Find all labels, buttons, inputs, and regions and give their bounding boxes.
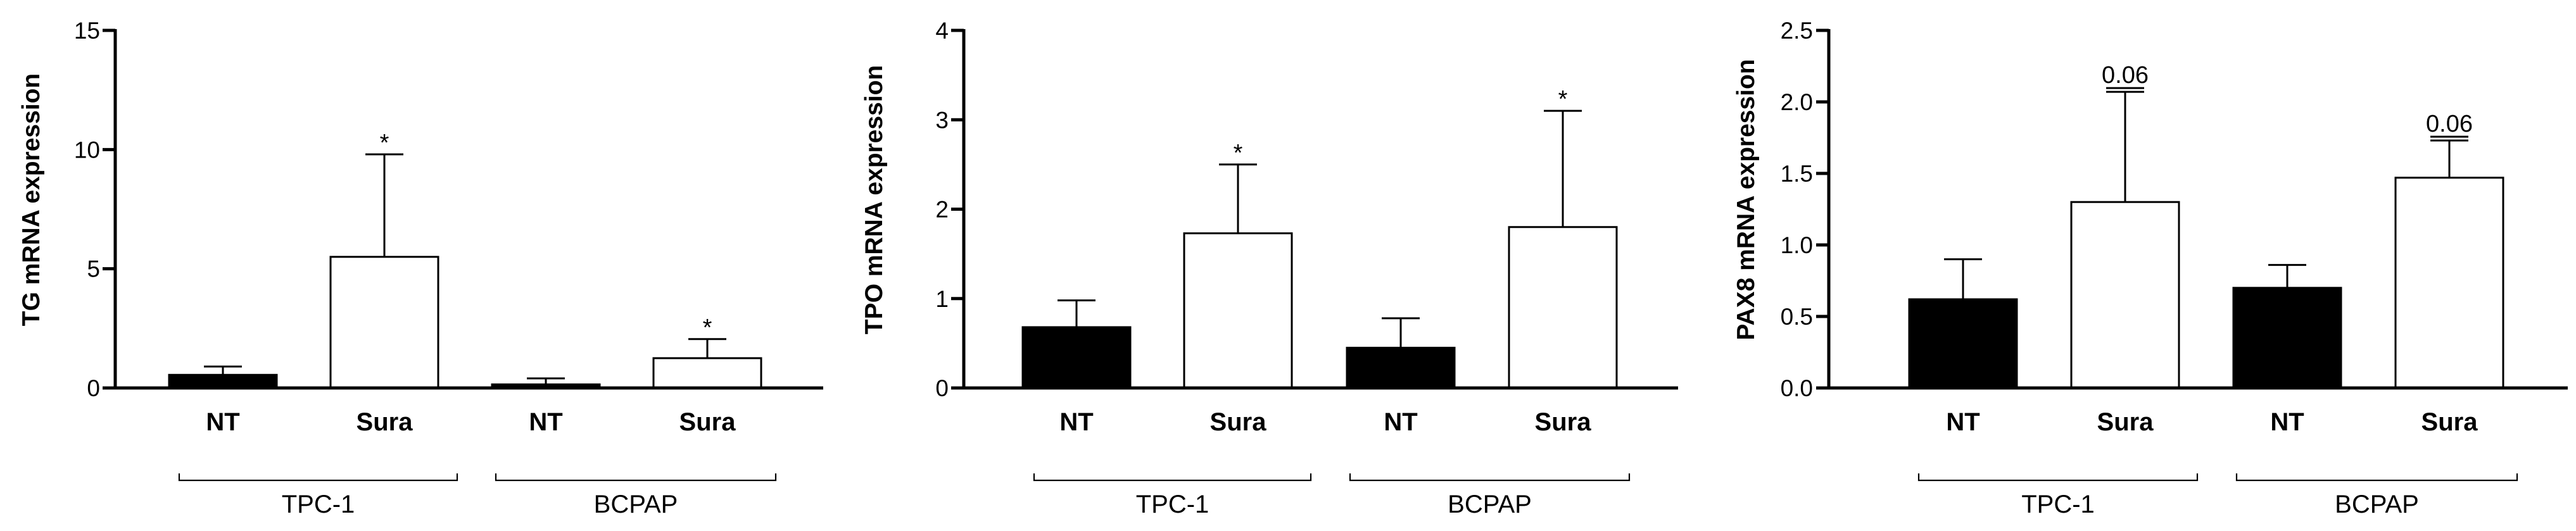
group-bracket xyxy=(1033,473,1312,482)
group-bracket xyxy=(1349,473,1631,482)
bar-sura-2 xyxy=(1183,232,1293,389)
x-category-label: NT xyxy=(1946,408,1979,436)
y-tick-label: 1.0 xyxy=(1781,232,1813,258)
y-tick-label: 15 xyxy=(74,18,100,44)
group-label: BCPAP xyxy=(2335,490,2419,518)
group-bracket xyxy=(2235,473,2518,482)
x-category-label: NT xyxy=(1059,408,1093,436)
x-category-label: Sura xyxy=(679,408,736,436)
y-axis-title: TPO mRNA expression xyxy=(861,65,888,335)
bar-nt-1 xyxy=(1021,326,1132,389)
y-tick-label: 2 xyxy=(935,197,949,223)
y-tick-label: 0.0 xyxy=(1781,375,1813,401)
significance-label: 0.06 xyxy=(2102,62,2149,89)
y-tick-label: 4 xyxy=(935,18,949,44)
group-label: BCPAP xyxy=(594,490,678,518)
group-bracket xyxy=(1917,473,2199,482)
group-label: TPC-1 xyxy=(282,490,355,518)
significance-label: * xyxy=(380,130,389,156)
group-label: BCPAP xyxy=(1448,490,1532,518)
y-tick-label: 0 xyxy=(935,375,949,401)
bar-sura-4 xyxy=(652,357,762,389)
bar-sura-4 xyxy=(1508,226,1618,389)
bar-sura-2 xyxy=(329,256,439,389)
bar-sura-2 xyxy=(2070,201,2180,389)
x-category-label: Sura xyxy=(2421,408,2478,436)
bar-nt-1 xyxy=(1908,298,2018,389)
bar-nt-3 xyxy=(1346,346,1456,389)
significance-label: * xyxy=(1558,86,1568,113)
bar-sura-4 xyxy=(2394,177,2504,389)
group-bracket xyxy=(178,473,458,482)
y-tick-label: 1.5 xyxy=(1781,161,1813,187)
y-tick-label: 2.5 xyxy=(1781,18,1813,44)
significance-label: * xyxy=(703,315,712,341)
x-category-label: Sura xyxy=(1535,408,1592,436)
chart-panel-3: NT 0.06 Sura NT 0.06 Sura 0.0 0.5 1.0 1.5 2.0 2.5 PA… xyxy=(1733,18,2568,518)
x-category-label: NT xyxy=(2270,408,2304,436)
group-bracket xyxy=(495,473,777,482)
x-category-label: Sura xyxy=(2097,408,2154,436)
group-label: TPC-1 xyxy=(1136,490,1209,518)
x-category-label: Sura xyxy=(357,408,414,436)
y-tick-label: 10 xyxy=(74,137,100,163)
bar-nt-1 xyxy=(168,373,278,389)
x-category-label: NT xyxy=(529,408,562,436)
y-tick-label: 5 xyxy=(87,256,100,282)
y-tick-label: 0.5 xyxy=(1781,304,1813,330)
y-axis-title: TG mRNA expression xyxy=(18,73,45,326)
group-label: TPC-1 xyxy=(2021,490,2095,518)
significance-label: 0.06 xyxy=(2426,111,2473,137)
chart-panel-1: NT * Sura NT * Sura 0 5 10 15 TG mRNA expression TP… xyxy=(18,18,823,518)
y-tick-label: 2.0 xyxy=(1781,89,1813,115)
y-tick-label: 0 xyxy=(87,375,100,401)
bar-nt-3 xyxy=(2232,287,2342,389)
x-category-label: NT xyxy=(206,408,239,436)
significance-label: * xyxy=(1234,140,1243,166)
chart-panel-2: NT * Sura NT * Sura 0 1 2 3 4 TPO mRNA expression TP… xyxy=(861,18,1678,518)
y-tick-label: 3 xyxy=(935,107,949,133)
y-axis-title: PAX8 mRNA expression xyxy=(1733,59,1760,340)
x-category-label: NT xyxy=(1384,408,1417,436)
y-tick-label: 1 xyxy=(935,286,949,312)
x-category-label: Sura xyxy=(1210,408,1267,436)
